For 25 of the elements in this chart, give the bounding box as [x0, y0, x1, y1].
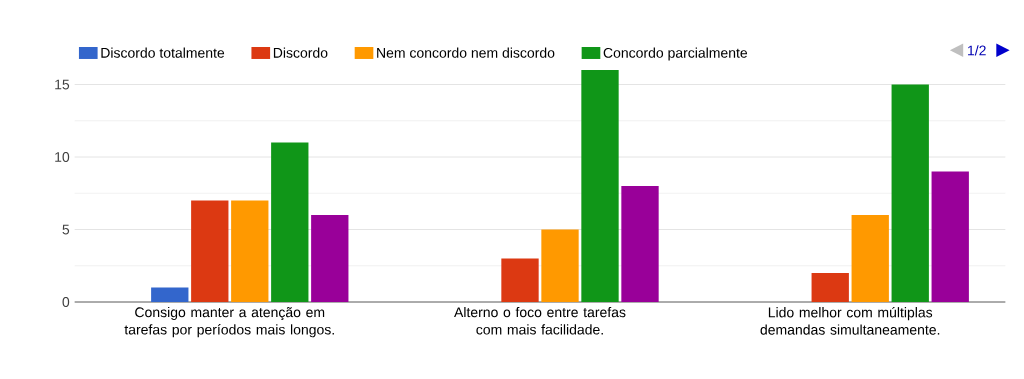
legend-label: Discordo [273, 47, 328, 58]
y-tick-label: 0 [62, 297, 70, 307]
bar [501, 258, 539, 302]
y-tick-label: 15 [55, 79, 70, 90]
bar [541, 229, 579, 302]
x-tick-label: Consigo manter a atenção em tarefas por períodos mais longos. [124, 306, 334, 338]
bar [851, 215, 889, 302]
legend-label: Concordo parcialmente [603, 47, 748, 61]
bar [581, 70, 619, 302]
legend-label: Nem concordo nem discordo [377, 47, 555, 58]
bar [811, 273, 849, 302]
bar [231, 200, 269, 302]
y-tick-label: 5 [62, 224, 70, 235]
y-tick-label: 10 [55, 152, 70, 162]
x-tick-label: Lido melhor com múltiplas demandas simultaneamente. [760, 306, 940, 335]
x-tick-label: Alterno o foco entre tarefas com mais facilidade. [454, 306, 626, 335]
bar [311, 215, 349, 302]
bar [931, 171, 969, 302]
legend-label: Discordo totalmente [101, 47, 225, 58]
bar [891, 84, 929, 302]
bar [621, 186, 659, 302]
bar [151, 287, 189, 302]
bar [271, 142, 309, 302]
bar [191, 200, 229, 302]
text: 1/2 [968, 45, 986, 56]
